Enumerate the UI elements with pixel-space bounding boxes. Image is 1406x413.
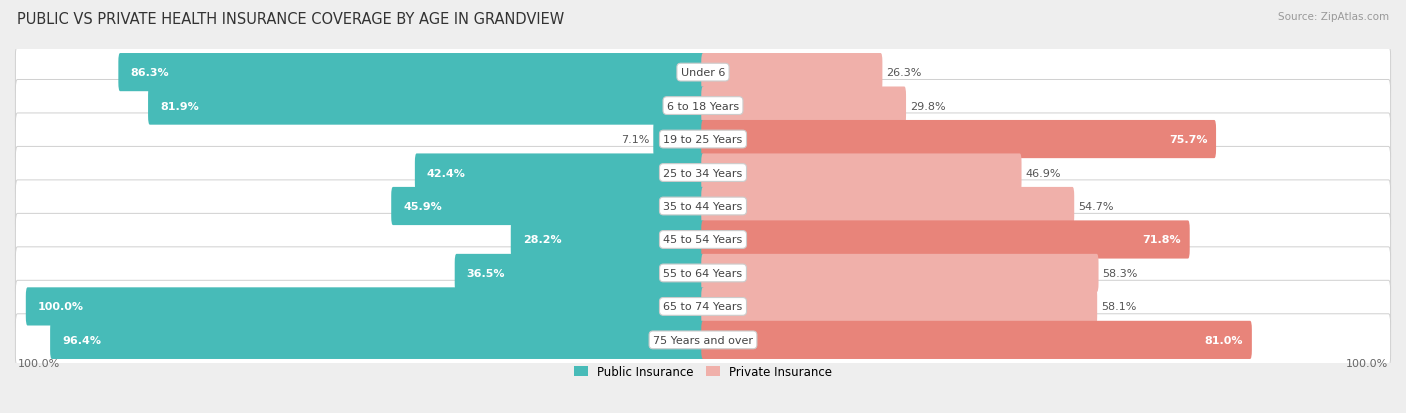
FancyBboxPatch shape bbox=[702, 154, 1022, 192]
Text: 86.3%: 86.3% bbox=[131, 68, 169, 78]
Text: 100.0%: 100.0% bbox=[17, 358, 59, 368]
Text: 81.9%: 81.9% bbox=[160, 101, 198, 112]
FancyBboxPatch shape bbox=[654, 121, 704, 159]
FancyBboxPatch shape bbox=[118, 54, 704, 92]
Text: 25 to 34 Years: 25 to 34 Years bbox=[664, 168, 742, 178]
Text: 65 to 74 Years: 65 to 74 Years bbox=[664, 301, 742, 312]
Text: 100.0%: 100.0% bbox=[38, 301, 84, 312]
Text: 19 to 25 Years: 19 to 25 Years bbox=[664, 135, 742, 145]
Text: 75.7%: 75.7% bbox=[1168, 135, 1208, 145]
Text: 81.0%: 81.0% bbox=[1205, 335, 1243, 345]
FancyBboxPatch shape bbox=[702, 321, 1251, 359]
Text: 71.8%: 71.8% bbox=[1143, 235, 1181, 245]
Text: 55 to 64 Years: 55 to 64 Years bbox=[664, 268, 742, 278]
Text: Under 6: Under 6 bbox=[681, 68, 725, 78]
Text: 36.5%: 36.5% bbox=[467, 268, 505, 278]
Text: 45.9%: 45.9% bbox=[404, 202, 441, 211]
Text: 75 Years and over: 75 Years and over bbox=[652, 335, 754, 345]
FancyBboxPatch shape bbox=[15, 147, 1391, 199]
FancyBboxPatch shape bbox=[15, 280, 1391, 333]
FancyBboxPatch shape bbox=[454, 254, 704, 292]
FancyBboxPatch shape bbox=[702, 54, 883, 92]
FancyBboxPatch shape bbox=[51, 321, 704, 359]
FancyBboxPatch shape bbox=[15, 247, 1391, 299]
Text: 42.4%: 42.4% bbox=[427, 168, 465, 178]
FancyBboxPatch shape bbox=[510, 221, 704, 259]
FancyBboxPatch shape bbox=[702, 287, 1097, 326]
Legend: Public Insurance, Private Insurance: Public Insurance, Private Insurance bbox=[569, 360, 837, 383]
FancyBboxPatch shape bbox=[702, 188, 1074, 225]
FancyBboxPatch shape bbox=[702, 87, 905, 126]
Text: 29.8%: 29.8% bbox=[910, 101, 945, 112]
Text: 26.3%: 26.3% bbox=[886, 68, 921, 78]
FancyBboxPatch shape bbox=[15, 214, 1391, 266]
FancyBboxPatch shape bbox=[15, 47, 1391, 99]
FancyBboxPatch shape bbox=[25, 287, 704, 326]
FancyBboxPatch shape bbox=[15, 80, 1391, 133]
FancyBboxPatch shape bbox=[702, 121, 1216, 159]
Text: 35 to 44 Years: 35 to 44 Years bbox=[664, 202, 742, 211]
Text: 54.7%: 54.7% bbox=[1078, 202, 1114, 211]
Text: 7.1%: 7.1% bbox=[621, 135, 650, 145]
Text: 100.0%: 100.0% bbox=[1347, 358, 1389, 368]
FancyBboxPatch shape bbox=[702, 254, 1098, 292]
Text: 28.2%: 28.2% bbox=[523, 235, 561, 245]
FancyBboxPatch shape bbox=[15, 114, 1391, 166]
FancyBboxPatch shape bbox=[148, 87, 704, 126]
Text: 46.9%: 46.9% bbox=[1025, 168, 1060, 178]
FancyBboxPatch shape bbox=[702, 221, 1189, 259]
FancyBboxPatch shape bbox=[15, 180, 1391, 233]
Text: 45 to 54 Years: 45 to 54 Years bbox=[664, 235, 742, 245]
FancyBboxPatch shape bbox=[15, 314, 1391, 366]
FancyBboxPatch shape bbox=[391, 188, 704, 225]
Text: 96.4%: 96.4% bbox=[62, 335, 101, 345]
FancyBboxPatch shape bbox=[415, 154, 704, 192]
Text: Source: ZipAtlas.com: Source: ZipAtlas.com bbox=[1278, 12, 1389, 22]
Text: 58.3%: 58.3% bbox=[1102, 268, 1137, 278]
Text: PUBLIC VS PRIVATE HEALTH INSURANCE COVERAGE BY AGE IN GRANDVIEW: PUBLIC VS PRIVATE HEALTH INSURANCE COVER… bbox=[17, 12, 564, 27]
Text: 58.1%: 58.1% bbox=[1101, 301, 1136, 312]
Text: 6 to 18 Years: 6 to 18 Years bbox=[666, 101, 740, 112]
